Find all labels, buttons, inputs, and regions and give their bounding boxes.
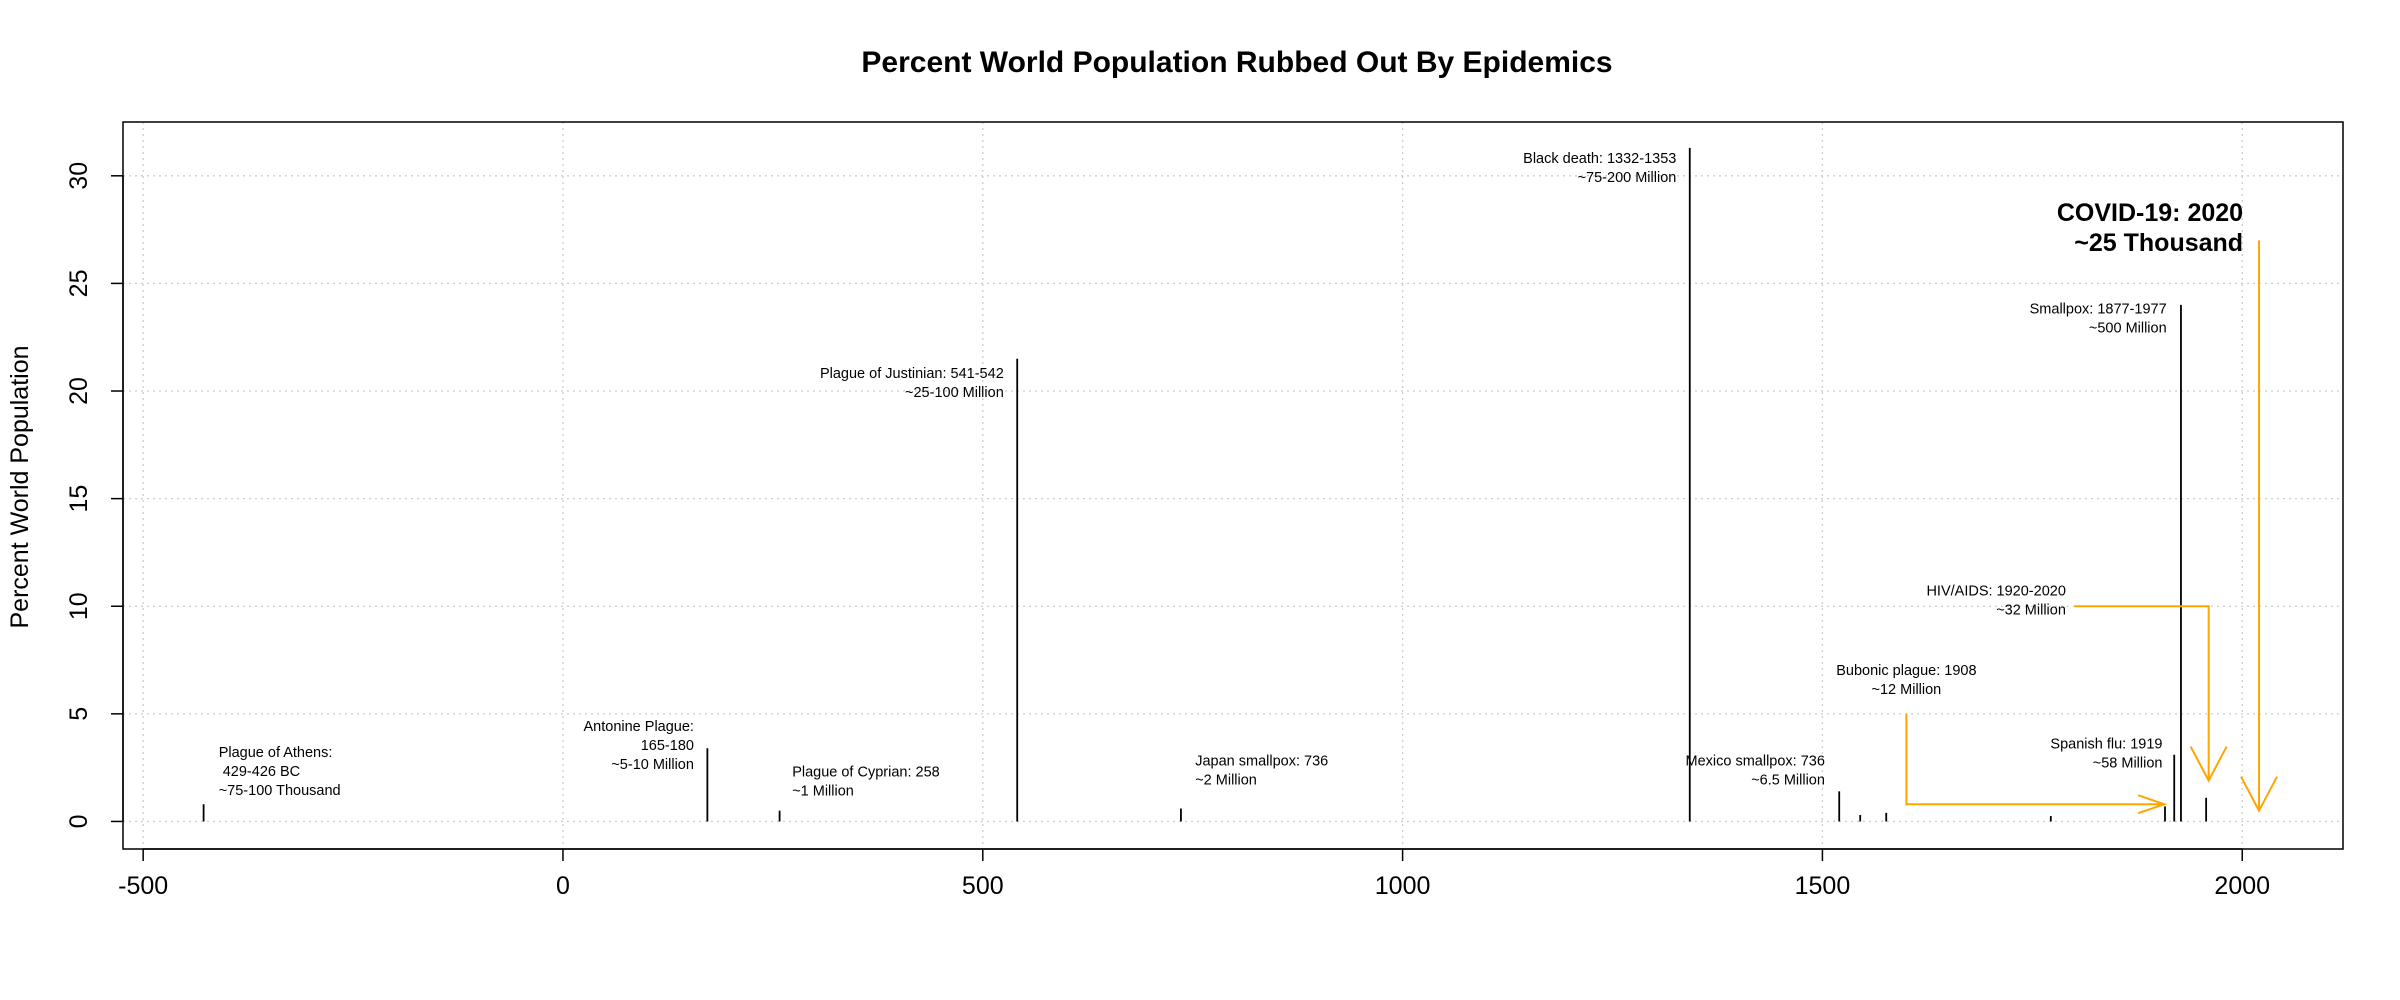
annotation-label: Plague of Cyprian: 258 ~1 Million — [792, 764, 940, 799]
annotation-line: Black death: 1332-1353 — [1523, 151, 1676, 167]
annotation-line: ~32 Million — [1996, 602, 2066, 618]
y-tick-label: 5 — [65, 707, 93, 721]
arrow-head — [2240, 776, 2278, 813]
y-axis-label: Percent World Population — [6, 345, 34, 628]
annotation-line: ~5-10 Million — [611, 757, 694, 773]
arrow-head — [2189, 746, 2228, 783]
x-tick-label: -500 — [118, 872, 168, 900]
annotation-label: Plague of Justinian: 541-542 ~25-100 Mill… — [820, 366, 1004, 401]
bars — [202, 147, 2208, 822]
annotation-line: Spanish flu: 1919 — [2050, 736, 2162, 752]
y-tick-label: 10 — [65, 592, 93, 620]
annotation-label: Japan smallpox: 736 ~2 Million — [1195, 753, 1328, 788]
annotation-label: Antonine Plague: 165-180 ~5-10 Million — [584, 719, 694, 773]
annotation-label: Black death: 1332-1353 ~75-200 Million — [1523, 151, 1676, 186]
annotation-line: ~2 Million — [1195, 772, 1257, 788]
annotation-line: 429-426 BC — [219, 764, 300, 780]
annotation-line: COVID-19: 2020 — [2057, 199, 2243, 227]
annotation-line: ~6.5 Million — [1751, 772, 1825, 788]
annotation-label: Smallpox: 1877-1977 ~500 Million — [2030, 302, 2167, 337]
annotations: Plague of Athens: 429-426 BC ~75-100 Thou… — [219, 151, 2243, 799]
annotation-line: ~25 Thousand — [2074, 229, 2243, 257]
x-tick-label: 500 — [962, 872, 1004, 900]
annotation-line: Smallpox: 1877-1977 — [2030, 302, 2167, 318]
annotation-line: Mexico smallpox: 736 — [1686, 753, 1825, 769]
annotation-line: 165-180 — [641, 738, 694, 754]
y-tick-label: 30 — [65, 162, 93, 190]
x-tick-label: 1500 — [1795, 872, 1851, 900]
arrows — [1905, 240, 2278, 815]
annotation-label: HIV/AIDS: 1920-2020 ~32 Million — [1926, 583, 2065, 618]
y-axis: 0 5 10 15 20 25 30 — [65, 162, 124, 828]
annotation-line: ~12 Million — [1872, 682, 1942, 698]
annotation-line: HIV/AIDS: 1920-2020 — [1926, 583, 2065, 599]
arrow-line — [1905, 713, 2165, 806]
annotation-line: Bubonic plague: 1908 — [1836, 663, 1976, 679]
annotation-label: Bubonic plague: 1908 ~12 Million — [1836, 663, 1976, 698]
x-tick-label: 2000 — [2214, 872, 2270, 900]
y-tick-label: 20 — [65, 377, 93, 405]
annotation-line: ~75-100 Thousand — [219, 783, 341, 799]
annotation-line: Plague of Justinian: 541-542 — [820, 366, 1004, 382]
annotation-line: Japan smallpox: 736 — [1195, 753, 1328, 769]
grid — [123, 122, 2343, 849]
annotation-line: Plague of Athens: — [219, 745, 333, 761]
annotation-label: Plague of Athens: 429-426 BC ~75-100 Thou… — [219, 745, 341, 799]
x-tick-label: 1000 — [1375, 872, 1431, 900]
y-tick-label: 0 — [65, 814, 93, 828]
arrow-head — [2137, 794, 2168, 815]
annotation-line: ~1 Million — [792, 783, 854, 799]
annotation-line: ~58 Million — [2093, 755, 2163, 771]
x-tick-label: 0 — [556, 872, 570, 900]
annotation-line: ~500 Million — [2089, 321, 2167, 337]
annotation-line: Plague of Cyprian: 258 — [792, 764, 940, 780]
arrow-line — [2074, 605, 2210, 781]
y-tick-label: 25 — [65, 270, 93, 298]
annotation-line: ~25-100 Million — [905, 385, 1004, 401]
x-axis: -500 0 500 1000 1500 2000 — [118, 848, 2270, 900]
annotation-line: Antonine Plague: — [584, 719, 694, 735]
annotation-label: Spanish flu: 1919 ~58 Million — [2050, 736, 2162, 771]
chart-title: Percent World Population Rubbed Out By E… — [861, 46, 1612, 79]
y-tick-label: 15 — [65, 485, 93, 513]
annotation-label: Mexico smallpox: 736 ~6.5 Million — [1686, 753, 1825, 788]
annotation-line: ~75-200 Million — [1578, 170, 1677, 186]
annotation-label: COVID-19: 2020 ~25 Thousand — [2057, 199, 2243, 257]
